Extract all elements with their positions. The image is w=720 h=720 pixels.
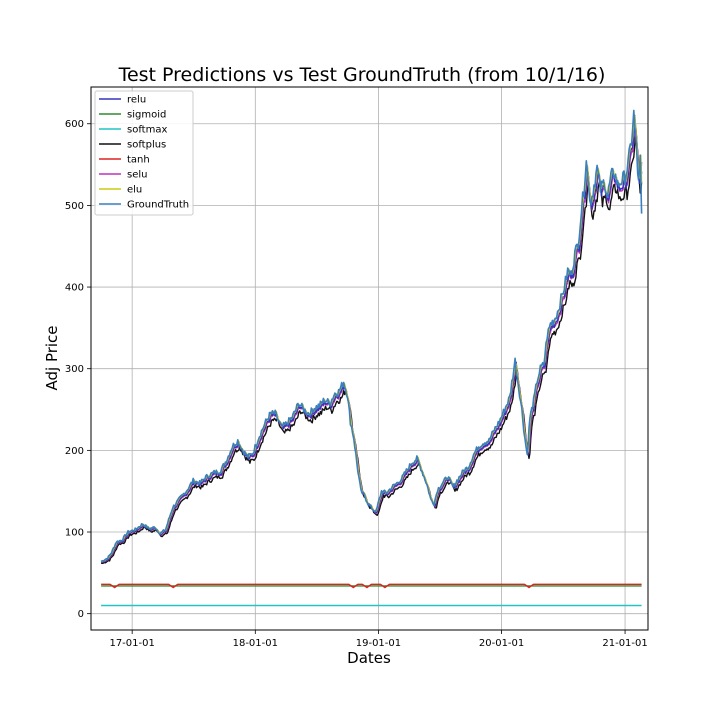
series-group bbox=[100, 109, 643, 607]
legend-label-tanh: tanh bbox=[127, 155, 150, 166]
legend-label-elu: elu bbox=[127, 185, 142, 196]
y-tick-label: 500 bbox=[65, 201, 84, 212]
legend-label-sigmoid: sigmoid bbox=[127, 110, 166, 121]
x-axis-label: Dates bbox=[347, 649, 391, 667]
x-tick-label: 20-01-01 bbox=[479, 638, 524, 649]
series-line-tanh bbox=[101, 583, 642, 589]
y-tick-label: 0 bbox=[78, 609, 84, 620]
legend: relu sigmoid softmax softplus tanh selu elu Gro… bbox=[94, 90, 194, 216]
legend-label-groundtruth: GroundTruth bbox=[127, 200, 189, 211]
legend-label-softmax: softmax bbox=[127, 125, 167, 136]
legend-label-softplus: softplus bbox=[127, 140, 166, 151]
legend-box bbox=[94, 90, 194, 216]
x-axis: 17-01-01 18-01-01 19-01-01 20-01-01 21-01-01 bbox=[109, 630, 648, 649]
y-tick-label: 300 bbox=[65, 364, 84, 375]
plot-area-frame bbox=[90, 86, 649, 631]
x-tick-label: 18-01-01 bbox=[233, 638, 278, 649]
y-tick-label: 600 bbox=[65, 119, 84, 130]
y-tick-label: 200 bbox=[65, 446, 84, 457]
x-tick-label: 21-01-01 bbox=[602, 638, 647, 649]
chart-title: Test Predictions vs Test GroundTruth (fr… bbox=[118, 64, 606, 86]
y-axis: 0 100 200 300 400 500 600 bbox=[65, 119, 91, 620]
series-line-groundtruth bbox=[100, 109, 643, 563]
y-tick-label: 400 bbox=[65, 283, 84, 294]
legend-label-selu: selu bbox=[127, 170, 147, 181]
x-tick-label: 19-01-01 bbox=[356, 638, 401, 649]
series-line-relu bbox=[101, 114, 643, 563]
legend-label-relu: relu bbox=[127, 95, 146, 106]
y-axis-label: Adj Price bbox=[43, 325, 61, 390]
x-tick-label: 17-01-01 bbox=[109, 638, 154, 649]
y-tick-label: 100 bbox=[65, 528, 84, 539]
